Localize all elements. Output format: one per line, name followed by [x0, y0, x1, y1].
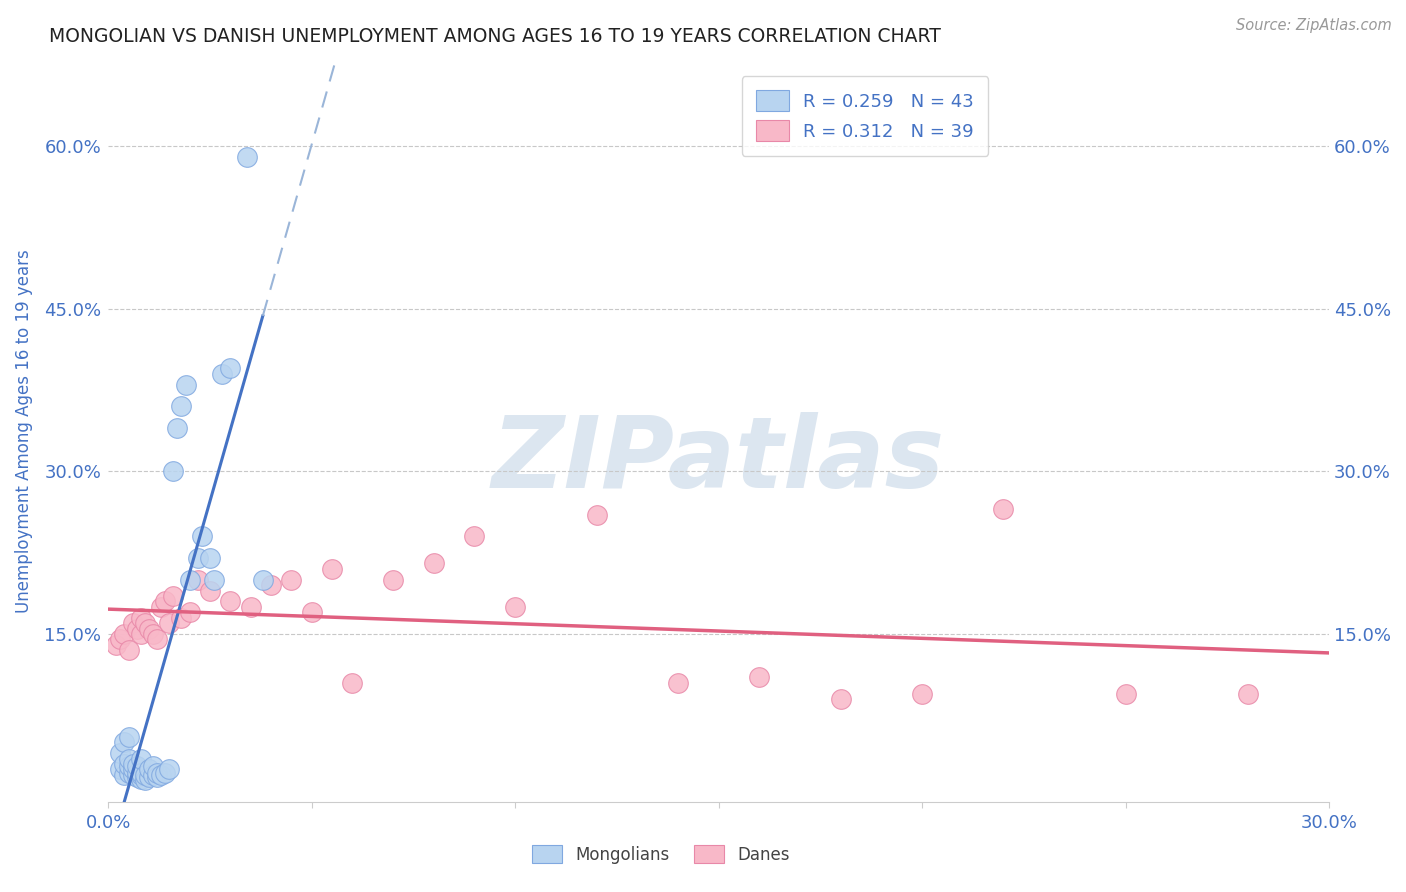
Point — [114, 735, 136, 749]
Point — [463, 529, 485, 543]
Point — [666, 675, 689, 690]
Point — [170, 610, 193, 624]
Point — [117, 765, 139, 780]
Point — [129, 765, 152, 780]
Point — [219, 361, 242, 376]
Point — [280, 573, 302, 587]
Point — [198, 551, 221, 566]
Legend: Mongolians, Danes: Mongolians, Danes — [524, 838, 797, 871]
Point — [129, 610, 152, 624]
Point — [153, 765, 176, 780]
Text: Source: ZipAtlas.com: Source: ZipAtlas.com — [1236, 18, 1392, 33]
Point — [146, 770, 169, 784]
Point — [121, 763, 143, 777]
Point — [146, 765, 169, 780]
Point — [993, 502, 1015, 516]
Point — [179, 573, 201, 587]
Point — [157, 763, 180, 777]
Point — [162, 589, 184, 603]
Point — [321, 562, 343, 576]
Point — [260, 578, 283, 592]
Point — [1115, 687, 1137, 701]
Point — [166, 421, 188, 435]
Point — [174, 377, 197, 392]
Point — [153, 594, 176, 608]
Point — [134, 773, 156, 788]
Point — [585, 508, 607, 522]
Point — [110, 632, 132, 647]
Point — [211, 367, 233, 381]
Point — [202, 573, 225, 587]
Point — [748, 670, 770, 684]
Point — [187, 551, 209, 566]
Point — [129, 627, 152, 641]
Point — [125, 759, 148, 773]
Point — [150, 599, 173, 614]
Point — [121, 768, 143, 782]
Point — [117, 730, 139, 744]
Point — [138, 763, 160, 777]
Point — [239, 599, 262, 614]
Point — [342, 675, 364, 690]
Point — [110, 763, 132, 777]
Point — [146, 632, 169, 647]
Point — [219, 594, 242, 608]
Point — [105, 638, 128, 652]
Point — [301, 605, 323, 619]
Point — [114, 768, 136, 782]
Point — [129, 768, 152, 782]
Text: ZIPatlas: ZIPatlas — [492, 412, 945, 509]
Point — [125, 770, 148, 784]
Point — [138, 622, 160, 636]
Point — [121, 616, 143, 631]
Point — [138, 770, 160, 784]
Point — [110, 746, 132, 760]
Point — [157, 616, 180, 631]
Point — [503, 599, 526, 614]
Text: MONGOLIAN VS DANISH UNEMPLOYMENT AMONG AGES 16 TO 19 YEARS CORRELATION CHART: MONGOLIAN VS DANISH UNEMPLOYMENT AMONG A… — [49, 27, 941, 45]
Point — [198, 583, 221, 598]
Point — [187, 573, 209, 587]
Point — [142, 768, 165, 782]
Point — [117, 643, 139, 657]
Point — [114, 756, 136, 771]
Point — [191, 529, 214, 543]
Point — [134, 616, 156, 631]
Point — [121, 756, 143, 771]
Point — [129, 751, 152, 765]
Point — [1236, 687, 1258, 701]
Point — [252, 573, 274, 587]
Point — [911, 687, 934, 701]
Point — [114, 627, 136, 641]
Point — [125, 765, 148, 780]
Point — [150, 768, 173, 782]
Point — [117, 751, 139, 765]
Point — [830, 692, 852, 706]
Point — [129, 772, 152, 786]
Point — [382, 573, 405, 587]
Point — [235, 150, 257, 164]
Point — [162, 464, 184, 478]
Point — [170, 400, 193, 414]
Point — [117, 759, 139, 773]
Point — [142, 627, 165, 641]
Y-axis label: Unemployment Among Ages 16 to 19 years: Unemployment Among Ages 16 to 19 years — [15, 249, 32, 613]
Point — [179, 605, 201, 619]
Point — [134, 768, 156, 782]
Legend: R = 0.259   N = 43, R = 0.312   N = 39: R = 0.259 N = 43, R = 0.312 N = 39 — [742, 76, 988, 156]
Point — [142, 759, 165, 773]
Point — [125, 622, 148, 636]
Point — [422, 557, 444, 571]
